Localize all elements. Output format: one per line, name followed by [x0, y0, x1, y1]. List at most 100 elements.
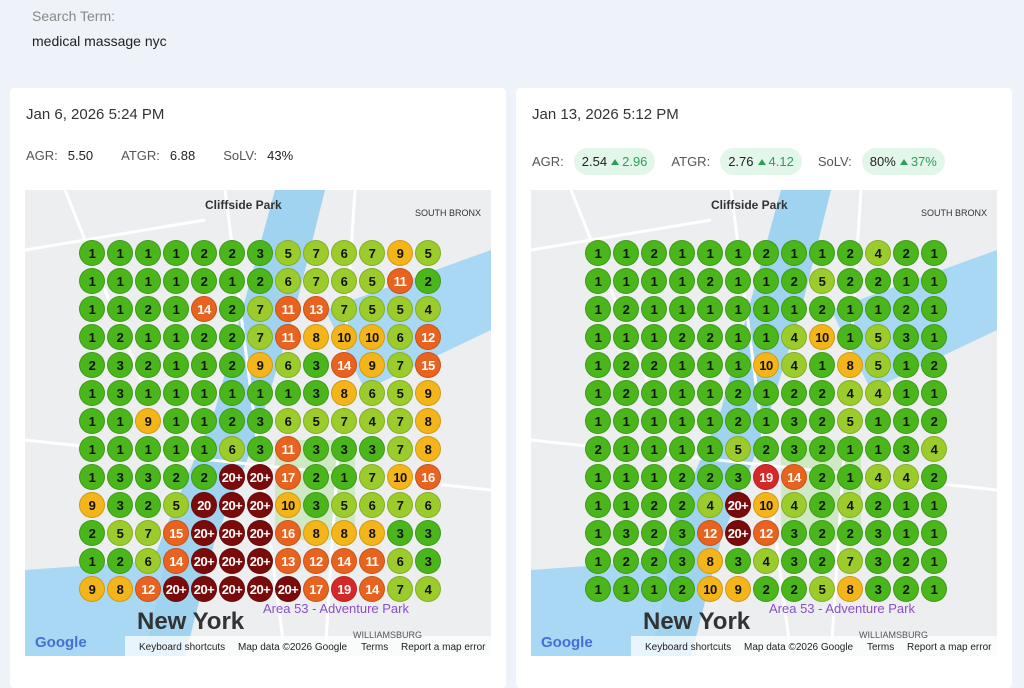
rank-dot: 5 [303, 408, 329, 434]
rank-dot: 7 [303, 268, 329, 294]
metric-change-value: 37% [910, 154, 937, 169]
rank-dot: 2 [921, 464, 947, 490]
map-label: SOUTH BRONX [921, 208, 988, 218]
rank-dot: 3 [415, 520, 441, 546]
rank-dot: 12 [303, 548, 329, 574]
rank-dot: 10 [387, 464, 413, 490]
rank-dot: 10 [809, 324, 835, 350]
rank-dot: 2 [163, 464, 189, 490]
rank-dot: 14 [781, 464, 807, 490]
rank-dot: 3 [135, 464, 161, 490]
rank-dot: 2 [725, 408, 751, 434]
rank-dot: 7 [331, 408, 357, 434]
rank-dot: 1 [79, 464, 105, 490]
map-label: Report a map error [907, 642, 992, 653]
rank-dot: 1 [613, 324, 639, 350]
rank-dot: 2 [725, 380, 751, 406]
rank-dot: 1 [921, 520, 947, 546]
rank-dot: 4 [753, 548, 779, 574]
rank-dot: 1 [585, 492, 611, 518]
rank-dot: 1 [585, 408, 611, 434]
search-label: Search Term: [32, 8, 115, 24]
rank-dot: 20+ [247, 548, 273, 574]
rank-dot: 2 [613, 352, 639, 378]
rank-dot: 1 [107, 436, 133, 462]
rank-dot: 7 [303, 240, 329, 266]
rank-dot: 1 [669, 408, 695, 434]
rank-dot: 2 [753, 436, 779, 462]
metric-value: 2.54 [581, 154, 608, 169]
map-label: Keyboard shortcuts [139, 642, 226, 653]
rank-dot: 3 [613, 520, 639, 546]
rank-dot: 20+ [725, 492, 751, 518]
card: Jan 13, 2026 5:12 PM AGR: 2.54 2.96 ATGR: 2.7… [516, 88, 1012, 688]
rank-dot: 17 [303, 576, 329, 602]
map-label: Area 53 - Adventure Park [769, 601, 915, 616]
metric-name: AGR: [26, 148, 58, 163]
metric-change: 2.96 [611, 154, 647, 169]
rank-dot: 5 [809, 268, 835, 294]
rank-dot: 1 [893, 352, 919, 378]
metric-pill: 2.54 2.96 [573, 148, 656, 175]
rank-dot: 2 [135, 296, 161, 322]
rank-dot: 1 [893, 520, 919, 546]
rank-dot: 1 [135, 324, 161, 350]
rank-dot: 17 [275, 464, 301, 490]
rank-dot: 1 [725, 240, 751, 266]
rank-dot: 1 [893, 380, 919, 406]
rank-dot: 1 [585, 268, 611, 294]
rank-dot: 2 [669, 492, 695, 518]
rank-dot: 8 [303, 324, 329, 350]
metric-value: 43% [267, 148, 294, 163]
metric-name: SoLV: [223, 148, 258, 163]
rank-dot: 6 [331, 268, 357, 294]
rank-dot: 8 [837, 352, 863, 378]
rank-dot: 1 [107, 408, 133, 434]
search-value: medical massage nyc [32, 33, 167, 49]
rank-dot: 4 [781, 352, 807, 378]
rank-dot: 20+ [247, 492, 273, 518]
rank-dot: 9 [79, 492, 105, 518]
rank-dot: 20+ [219, 492, 245, 518]
rank-dot: 8 [837, 576, 863, 602]
rank-dot: 2 [837, 268, 863, 294]
rank-dot: 1 [163, 268, 189, 294]
rank-dot: 1 [135, 268, 161, 294]
rank-dot: 1 [79, 240, 105, 266]
rank-dot: 3 [303, 352, 329, 378]
rank-dot: 3 [781, 548, 807, 574]
rank-dot: 1 [921, 380, 947, 406]
rank-dot: 4 [415, 576, 441, 602]
rank-dot: 2 [697, 268, 723, 294]
rank-dot: 20+ [191, 576, 217, 602]
rank-dot: 1 [921, 492, 947, 518]
rank-dot: 1 [725, 296, 751, 322]
rank-dot: 11 [359, 548, 385, 574]
rank-dot: 5 [725, 436, 751, 462]
rank-dot: 5 [837, 408, 863, 434]
rank-dot: 1 [191, 352, 217, 378]
map-label: Terms [361, 642, 389, 653]
rank-dot: 1 [641, 464, 667, 490]
rank-dot: 1 [725, 352, 751, 378]
rank-dot: 5 [387, 380, 413, 406]
rank-dot: 20+ [275, 576, 301, 602]
rank-dot: 4 [865, 464, 891, 490]
metric-value: 2.76 [728, 154, 754, 169]
rank-dot: 10 [697, 576, 723, 602]
rank-dot: 2 [79, 352, 105, 378]
rank-dot: 1 [753, 268, 779, 294]
rank-dot: 20+ [247, 520, 273, 546]
rank-dot: 20+ [219, 464, 245, 490]
metric-value: 80% [869, 154, 896, 169]
rank-dot: 1 [725, 324, 751, 350]
rank-dot: 2 [669, 324, 695, 350]
rank-dot: 4 [865, 380, 891, 406]
rank-dot: 2 [753, 576, 779, 602]
metric-name: SoLV: [817, 154, 852, 169]
rank-dot: 1 [641, 408, 667, 434]
rank-dot: 1 [163, 296, 189, 322]
rank-dot: 3 [781, 520, 807, 546]
rank-dot: 11 [387, 268, 413, 294]
rank-dot: 2 [641, 492, 667, 518]
